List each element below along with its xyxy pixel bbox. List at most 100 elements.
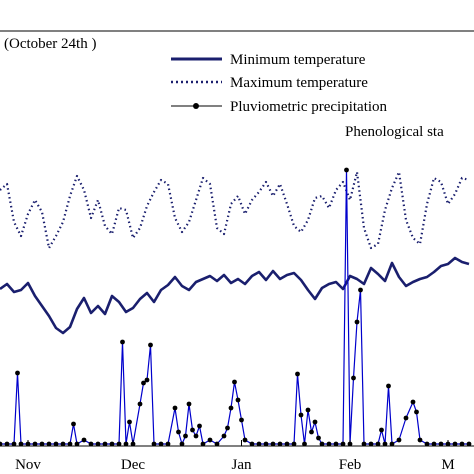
precipitation-point-36	[190, 427, 195, 433]
precipitation-point-67	[344, 167, 349, 173]
phenological-stage-label: Phenological sta	[345, 124, 444, 140]
legend: Minimum temperature Maximum temperature …	[171, 52, 388, 115]
precipitation-point-18	[109, 441, 115, 447]
precipitation-point-39	[200, 441, 206, 447]
precipitation-point-52	[270, 441, 276, 447]
date-note: (October 24th )	[4, 36, 96, 52]
x-tick-label-jan: Jan	[232, 457, 252, 473]
precipitation-point-26	[144, 377, 150, 383]
precipitation-point-86	[438, 441, 444, 447]
precipitation-point-10	[60, 441, 66, 447]
precipitation-point-43	[225, 425, 230, 431]
series-line-minimum-temperature	[0, 256, 470, 335]
precipitation-point-46	[235, 397, 241, 403]
precipitation-point-31	[172, 405, 178, 411]
precipitation-point-2	[11, 441, 17, 447]
precipitation-point-40	[207, 437, 213, 443]
precipitation-point-38	[197, 423, 202, 429]
precipitation-point-56	[295, 371, 300, 377]
precipitation-point-9	[53, 441, 59, 447]
precipitation-point-12	[71, 421, 76, 427]
precipitation-point-78	[389, 441, 395, 447]
precipitation-point-49	[249, 441, 255, 447]
precipitation-point-19	[116, 441, 122, 447]
precipitation-point-81	[410, 399, 416, 405]
precipitation-point-13	[74, 441, 80, 447]
precipitation-point-0	[0, 441, 3, 447]
precipitation-point-21	[123, 441, 129, 447]
precipitation-point-37	[193, 433, 199, 439]
precipitation-point-77	[386, 383, 391, 389]
precipitation-point-74	[375, 441, 381, 447]
precipitation-point-20	[120, 339, 125, 345]
legend-label-maximum-temperature: Maximum temperature	[230, 75, 368, 91]
precipitation-point-42	[221, 433, 227, 439]
precipitation-point-8	[46, 441, 52, 447]
legend-label-minimum-temperature: Minimum temperature	[230, 52, 366, 68]
precipitation-point-89	[459, 441, 465, 447]
precipitation-point-59	[305, 407, 311, 413]
precipitation-point-33	[179, 441, 185, 447]
precipitation-point-53	[277, 441, 283, 447]
precipitation-point-55	[291, 441, 297, 447]
precipitation-point-32	[176, 429, 181, 435]
precipitation-point-3	[15, 370, 20, 376]
precipitation-point-11	[67, 441, 73, 447]
precipitation-point-82	[414, 409, 419, 415]
precipitation-point-34	[183, 433, 188, 439]
precipitation-point-88	[452, 441, 458, 447]
precipitation-point-61	[312, 419, 318, 425]
precipitation-point-76	[382, 441, 388, 447]
precipitation-point-79	[396, 437, 402, 443]
precipitation-point-25	[141, 380, 146, 386]
x-tick-label-nov: Nov	[15, 457, 41, 473]
precipitation-point-7	[39, 441, 45, 447]
precipitation-point-50	[256, 441, 262, 447]
precipitation-point-57	[298, 412, 304, 418]
x-tick-label-feb: Feb	[339, 457, 362, 473]
precipitation-point-75	[379, 427, 384, 433]
precipitation-point-45	[232, 379, 237, 385]
precipitation-point-17	[102, 441, 108, 447]
precipitation-point-70	[354, 319, 360, 325]
precipitation-point-41	[214, 441, 220, 447]
precipitation-point-83	[417, 437, 423, 443]
precipitation-point-30	[165, 441, 171, 447]
legend-marker-pluviometric-precipitation	[193, 103, 199, 109]
x-tick-layer: Nov Dec Jan Feb M	[15, 440, 455, 473]
series-line-maximum-temperature	[0, 170, 470, 250]
precipitation-point-44	[228, 405, 234, 411]
precipitation-point-16	[95, 441, 101, 447]
precipitation-point-35	[186, 401, 192, 407]
precipitation-point-80	[403, 415, 409, 421]
precipitation-point-28	[151, 441, 157, 447]
precipitation-point-72	[361, 441, 367, 447]
precipitation-point-84	[424, 441, 430, 447]
precipitation-point-62	[316, 435, 321, 441]
precipitation-point-73	[368, 441, 374, 447]
precipitation-point-65	[333, 441, 339, 447]
precipitation-point-54	[284, 441, 290, 447]
precipitation-point-48	[242, 437, 248, 443]
precipitation-point-27	[148, 342, 153, 348]
precipitation-point-63	[319, 441, 325, 447]
x-tick-label-dec: Dec	[121, 457, 145, 473]
precipitation-point-6	[32, 441, 38, 447]
precipitation-point-66	[340, 441, 346, 447]
precipitation-point-51	[263, 441, 269, 447]
precipitation-point-47	[239, 417, 244, 423]
precipitation-point-58	[302, 441, 307, 447]
legend-label-pluviometric-precipitation: Pluviometric precipitation	[230, 99, 388, 115]
precipitation-point-90	[466, 441, 472, 447]
precipitation-point-14	[81, 437, 87, 443]
precipitation-point-71	[358, 287, 363, 293]
precipitation-point-24	[137, 401, 143, 407]
precipitation-point-85	[431, 441, 437, 447]
precipitation-point-4	[18, 441, 24, 447]
marker-layer	[0, 167, 472, 447]
precipitation-point-22	[127, 419, 132, 425]
precipitation-point-29	[158, 441, 164, 447]
x-tick-label-m: M	[441, 457, 454, 473]
